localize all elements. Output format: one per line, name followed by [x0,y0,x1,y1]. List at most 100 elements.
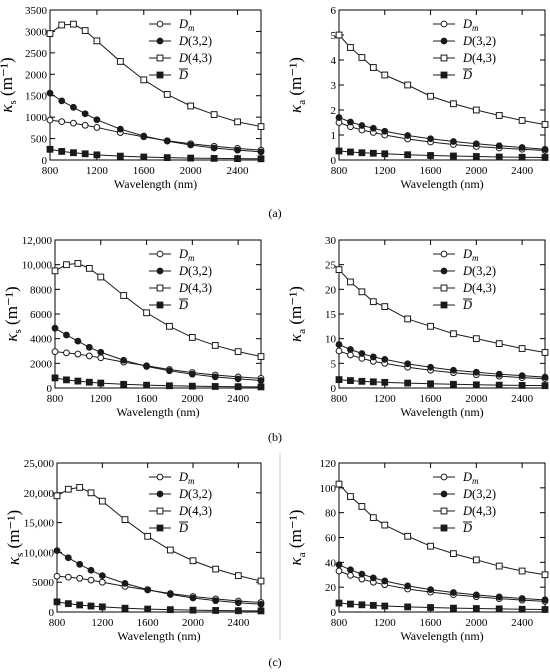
data-point [234,375,242,383]
data-point [369,124,377,132]
data-point [64,600,72,608]
data-point [46,116,54,124]
data-point [143,381,150,389]
data-point [381,521,389,529]
data-point [369,64,377,71]
legend-entry: D(3,2) [462,34,496,48]
data-point [211,373,219,381]
data-point [97,354,105,362]
y-tick-label: 10,000 [24,547,55,559]
y-tick-label: 100 [320,483,337,495]
charts-layer: 800 1200 1600 2000 2400050010001500200025003… [0,5,549,643]
data-point [53,492,61,500]
y-axis-label: κa (m⁻¹) [286,57,308,113]
data-point [404,132,412,139]
data-point [518,382,526,389]
data-point [541,373,549,381]
series-2 [46,89,265,156]
data-point [234,155,241,163]
series-line [338,570,546,602]
data-point [335,147,343,155]
data-point [518,117,526,124]
data-point [234,118,241,126]
data-point [335,31,343,39]
y-tick-label: 2000 [25,69,48,81]
y-tick-label: 80 [325,508,337,520]
data-point [450,380,457,388]
data-point [450,152,457,160]
y-tick-label: 60 [325,533,337,545]
data-point [404,532,412,540]
data-point [518,567,526,575]
data-point [495,381,503,389]
data-point [98,578,106,586]
data-point [76,484,84,491]
data-point [211,342,219,349]
data-point [450,604,457,612]
data-point [87,566,95,574]
data-point [335,561,343,569]
y-tick-label: 25,000 [24,458,55,470]
series-line [338,269,546,353]
legend-marker [440,473,448,481]
data-point [450,138,457,145]
chart-6: 800 1200 1600 2000 2400 0 20 40 60 80 100 120 Wavele… [286,458,549,643]
x-tick-label: 2000 [465,617,488,629]
data-point [347,493,354,500]
legend-entry: D [462,298,472,312]
legend-entry: D [178,68,188,82]
data-point [93,124,101,131]
y-axis-label: κa (m⁻¹) [286,286,308,342]
data-point [97,273,105,281]
data-point [53,572,61,580]
y-tick-label: 10 [325,334,337,346]
legend-entry: D(3,2) [462,264,496,278]
series-2 [51,324,265,384]
data-point [347,571,354,579]
series-4 [335,376,549,390]
x-tick-label: 800 [49,617,66,629]
plot-frame [338,9,546,161]
data-point [404,360,412,368]
data-point [518,595,526,602]
data-point [189,594,197,602]
series-line [338,122,546,151]
data-point [120,292,128,299]
legend-marker [156,20,164,28]
y-tick-label: 40 [325,557,337,569]
data-point [358,288,366,296]
panel-label-a: (a) [268,206,281,220]
y-tick-label: 0 [331,155,337,167]
data-point [144,532,152,540]
x-tick-label: 800 [331,617,348,629]
data-point [257,383,265,391]
data-point [472,140,480,148]
data-point [257,600,265,608]
data-point [85,352,93,360]
data-point [381,71,389,79]
data-point [347,600,354,608]
data-point [74,337,82,345]
x-tick-label: 1200 [86,165,109,177]
data-point [74,377,82,385]
data-point [450,550,457,558]
y-tick-label: 2500 [25,48,48,60]
data-point [427,322,434,330]
data-point [335,341,343,348]
data-point [64,485,72,493]
data-point [144,586,152,594]
data-point [81,150,89,158]
series-4 [46,145,265,163]
chart-5: 800 1200 1600 2000 2400 0 5000 10,000 15,000 20,0… [4,458,265,643]
x-tick-label: 1600 [137,617,160,629]
data-point [234,607,242,615]
series-2 [335,561,549,604]
data-point [234,572,242,580]
data-point [70,20,77,28]
data-point [335,266,343,274]
data-point [234,383,242,391]
legend-entry: Dm [462,17,479,33]
data-point [46,30,54,37]
data-point [97,379,105,387]
